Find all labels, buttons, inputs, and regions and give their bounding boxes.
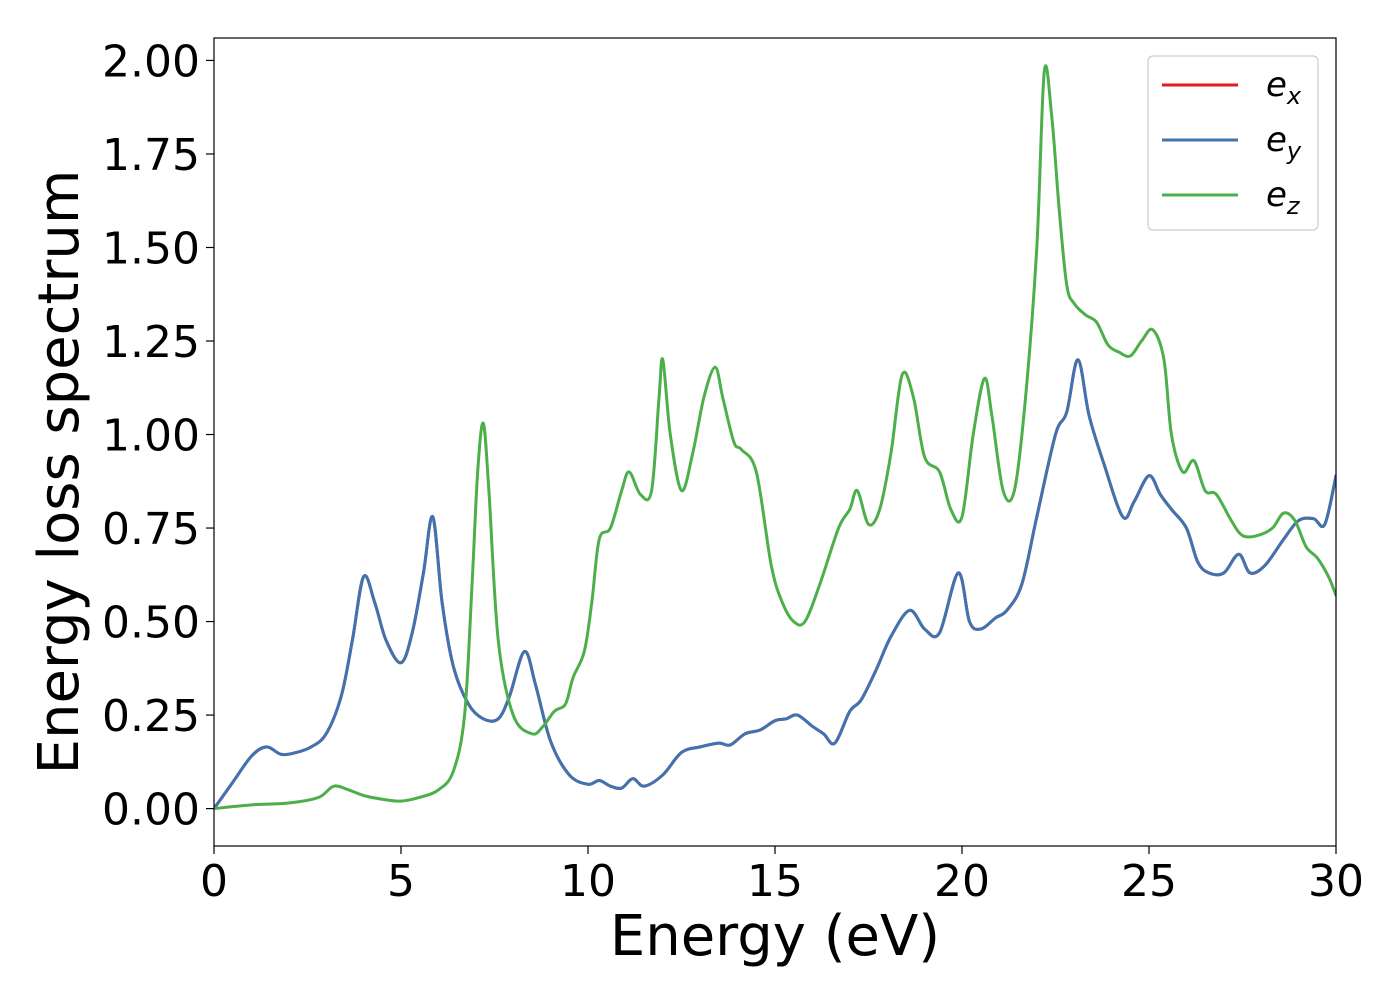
legend-label-e-z: ez — [1266, 175, 1301, 220]
y-axis-ticks: 0.00 0.25 0.50 0.75 1.00 1.25 1.50 1.75 2.00 — [102, 36, 214, 836]
legend-box — [1147, 55, 1319, 231]
y-tick-label: 1.75 — [102, 130, 200, 181]
legend-label-e-x: ex — [1266, 65, 1302, 110]
y-tick-label: 1.25 — [102, 317, 200, 368]
series-layer — [214, 64, 1336, 811]
x-axis-title: Energy (eV) — [610, 904, 940, 969]
x-tick-label: 25 — [1121, 856, 1177, 907]
x-tick-label: 15 — [747, 856, 803, 907]
x-tick-label: 0 — [200, 856, 228, 907]
y-tick-label: 0.00 — [102, 785, 200, 836]
x-tick-label: 30 — [1308, 856, 1364, 907]
y-tick-label: 2.00 — [102, 36, 200, 87]
series-line-e-y — [214, 358, 1336, 811]
y-axis-title: Energy loss spectrum — [27, 170, 92, 775]
x-axis-ticks: 0 5 10 15 20 25 30 — [200, 846, 1364, 907]
series-line-e-z — [214, 64, 1336, 811]
y-tick-label: 0.25 — [102, 691, 200, 742]
x-tick-label: 10 — [560, 856, 616, 907]
y-tick-label: 1.00 — [102, 411, 200, 462]
y-tick-label: 0.50 — [102, 598, 200, 649]
legend-label-e-y: ey — [1266, 120, 1302, 165]
x-tick-label: 20 — [934, 856, 990, 907]
x-tick-label: 5 — [387, 856, 415, 907]
legend: ex ey ez — [1147, 55, 1319, 231]
y-tick-label: 0.75 — [102, 504, 200, 555]
y-tick-label: 1.50 — [102, 223, 200, 274]
